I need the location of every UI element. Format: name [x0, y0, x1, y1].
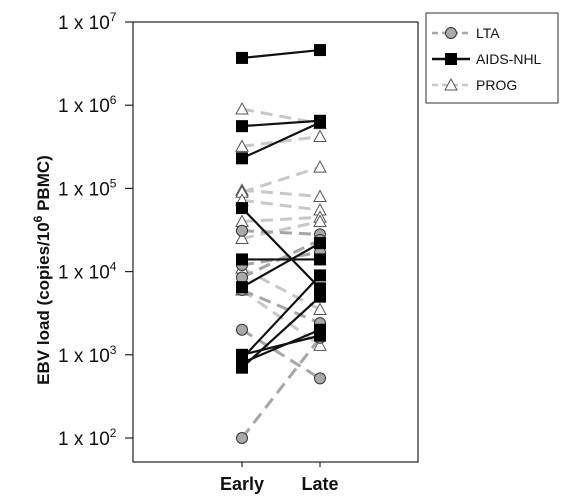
data-point-square	[236, 253, 248, 266]
series-line	[241, 274, 321, 360]
plot-frame	[132, 21, 419, 463]
series-line	[241, 295, 321, 369]
data-point-square	[236, 202, 248, 215]
legend-label: LTA	[476, 25, 500, 41]
series-layer	[235, 44, 327, 444]
series-line	[241, 328, 321, 380]
data-point-square	[236, 281, 248, 294]
series-line	[241, 119, 321, 128]
data-point-square	[314, 116, 326, 129]
data-point-square	[314, 269, 326, 282]
data-point-square	[236, 348, 248, 361]
x-tick-label: Early	[220, 474, 264, 494]
data-point-square	[314, 44, 326, 57]
y-tick-label: 1 x 107	[58, 10, 117, 34]
data-point-circle	[236, 224, 248, 237]
series-line	[241, 229, 321, 236]
series-line	[241, 288, 321, 325]
data-point-circle	[236, 432, 248, 444]
data-point-triangle	[235, 101, 249, 115]
y-tick-label: 1 x 106	[58, 93, 117, 117]
data-point-circle	[314, 372, 326, 385]
data-point-circle	[236, 323, 248, 336]
data-point-square	[445, 53, 457, 65]
series-line	[241, 266, 321, 311]
series-lta	[236, 224, 326, 444]
x-tick-label: Late	[301, 474, 338, 494]
y-tick-label: 1 x 105	[58, 176, 117, 200]
data-point-triangle	[313, 129, 327, 143]
data-point-square	[314, 290, 326, 303]
legend-label: PROG	[476, 77, 517, 93]
series-line	[241, 220, 321, 240]
data-point-triangle	[313, 214, 327, 228]
data-point-triangle	[313, 338, 327, 351]
data-point-square	[314, 237, 326, 250]
legend: LTA AIDS-NHL PROG	[425, 12, 559, 104]
series-line	[241, 215, 321, 224]
series-aids-nhl	[236, 44, 326, 374]
data-point-triangle	[235, 139, 249, 152]
data-point-triangle	[235, 231, 249, 244]
y-tick-label: 1 x 104	[58, 260, 117, 284]
data-point-square	[236, 51, 248, 64]
data-point-triangle	[444, 77, 458, 91]
legend-label: AIDS-NHL	[476, 51, 542, 67]
data-point-square	[236, 120, 248, 133]
series-line	[241, 198, 321, 212]
data-point-triangle	[313, 302, 327, 316]
data-point-square	[314, 329, 326, 342]
series-line	[241, 121, 321, 160]
data-point-square	[236, 152, 248, 165]
series-line	[240, 336, 322, 439]
y-axis-title: EBV load (copies/106 PBMC)	[31, 155, 53, 385]
data-point-circle	[445, 27, 457, 39]
series-line	[241, 242, 321, 289]
axes: 1 x 102 1 x 103 1 x 104 1 x 105 1 x 106 1 x 1…	[58, 10, 419, 494]
data-point-triangle	[313, 160, 327, 173]
series-line	[241, 188, 321, 198]
y-tick-label: 1 x 102	[58, 426, 117, 450]
series-line	[241, 207, 321, 290]
data-point-triangle	[313, 189, 327, 202]
series-line	[241, 165, 321, 194]
series-line	[241, 48, 321, 60]
y-tick-label: 1 x 103	[58, 343, 117, 367]
data-point-square	[314, 253, 326, 266]
series-line	[241, 334, 321, 356]
